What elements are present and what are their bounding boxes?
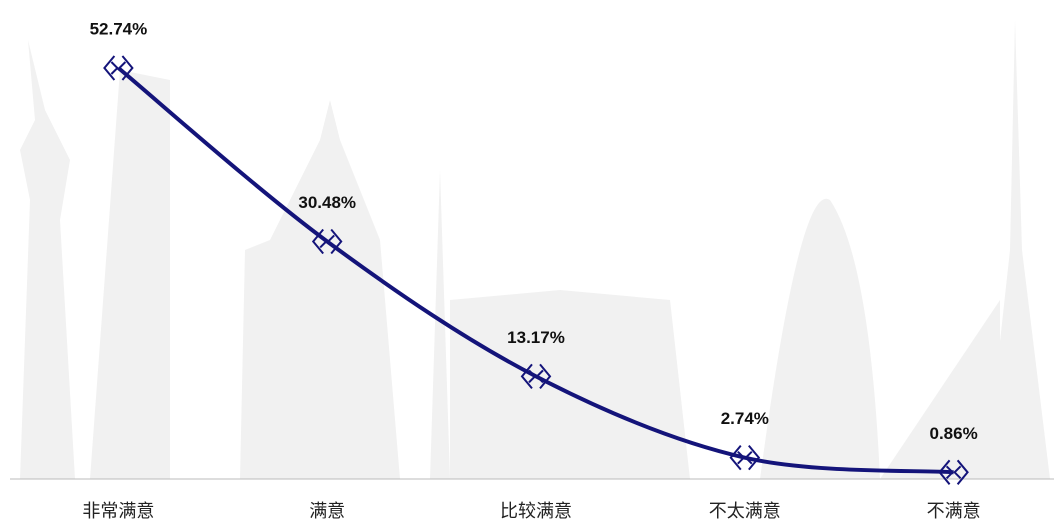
data-label: 2.74% bbox=[721, 409, 769, 428]
x-tick-label: 非常满意 bbox=[82, 501, 154, 521]
data-label: 30.48% bbox=[298, 193, 356, 212]
background-silhouettes bbox=[20, 20, 1050, 479]
marker bbox=[520, 363, 552, 390]
marker bbox=[938, 459, 969, 485]
x-tick-label: 比较满意 bbox=[500, 501, 572, 521]
marker bbox=[729, 445, 761, 471]
x-tick-label: 不太满意 bbox=[709, 501, 781, 521]
x-tick-label: 不满意 bbox=[927, 501, 981, 521]
marker bbox=[103, 55, 134, 81]
marker bbox=[311, 228, 343, 255]
data-label: 13.17% bbox=[507, 328, 565, 347]
data-label: 0.86% bbox=[929, 424, 977, 443]
data-label: 52.74% bbox=[90, 19, 148, 38]
x-tick-label: 满意 bbox=[309, 501, 345, 521]
